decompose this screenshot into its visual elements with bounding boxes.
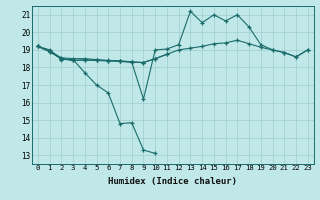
X-axis label: Humidex (Indice chaleur): Humidex (Indice chaleur) — [108, 177, 237, 186]
